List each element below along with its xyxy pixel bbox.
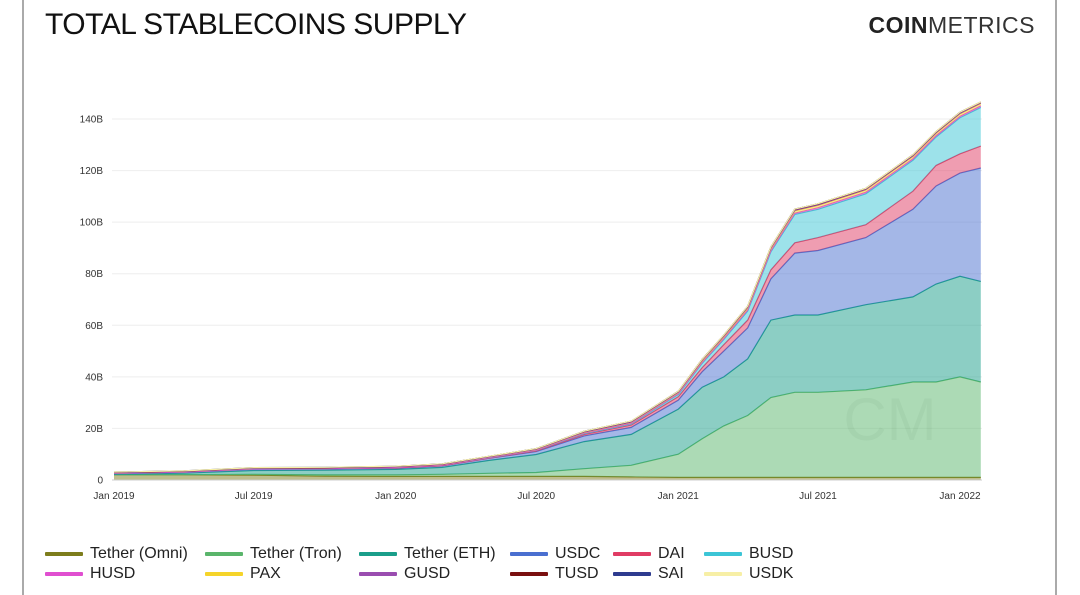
- legend-swatch: [359, 552, 397, 556]
- legend-item[interactable]: Tether (Omni): [45, 545, 205, 563]
- legend-item[interactable]: USDK: [704, 565, 804, 583]
- logo-light: METRICS: [928, 12, 1035, 38]
- x-tick-label: Jan 2021: [658, 491, 700, 502]
- legend-item[interactable]: SAI: [613, 565, 704, 583]
- x-tick-label: Jan 2020: [375, 491, 417, 502]
- legend-label: Tether (Tron): [250, 545, 342, 562]
- area-tether-tron: [114, 376, 981, 478]
- y-tick-label: 100B: [80, 218, 104, 229]
- legend-swatch: [613, 572, 651, 576]
- legend-label: SAI: [658, 565, 684, 582]
- x-tick-label: Jul 2019: [235, 491, 273, 502]
- legend-label: USDK: [749, 565, 794, 582]
- chart-frame: [22, 0, 1057, 595]
- legend-item[interactable]: Tether (Tron): [205, 545, 359, 563]
- legend-swatch: [45, 572, 83, 576]
- legend-swatch: [359, 572, 397, 576]
- legend-swatch: [205, 572, 243, 576]
- legend-item[interactable]: DAI: [613, 545, 704, 563]
- legend-label: HUSD: [90, 565, 136, 582]
- y-tick-label: 20B: [85, 424, 103, 435]
- legend-swatch: [205, 552, 243, 556]
- legend-swatch: [510, 552, 548, 556]
- legend-label: Tether (Omni): [90, 545, 188, 562]
- legend-item[interactable]: PAX: [205, 565, 359, 583]
- legend-swatch: [704, 552, 742, 556]
- legend-swatch: [510, 572, 548, 576]
- legend: Tether (Omni) Tether (Tron) Tether (ETH) US…: [45, 545, 804, 583]
- legend-label: TUSD: [555, 565, 599, 582]
- area-tether-eth: [114, 276, 981, 475]
- legend-item[interactable]: HUSD: [45, 565, 205, 583]
- legend-item[interactable]: TUSD: [510, 565, 613, 583]
- x-tick-label: Jul 2020: [517, 491, 555, 502]
- x-tick-label: Jul 2021: [799, 491, 837, 502]
- line-usdk: [113, 101, 982, 473]
- legend-label: Tether (ETH): [404, 545, 496, 562]
- legend-swatch: [45, 552, 83, 556]
- coinmetrics-logo: COINMETRICS: [869, 12, 1036, 39]
- chart-title: TOTAL STABLECOINS SUPPLY: [45, 8, 467, 41]
- legend-item[interactable]: Tether (ETH): [359, 545, 510, 563]
- logo-bold: COIN: [868, 12, 928, 38]
- legend-item[interactable]: GUSD: [359, 565, 510, 583]
- area-tether-omni: [114, 474, 981, 480]
- y-tick-label: 0: [97, 476, 103, 487]
- y-tick-label: 120B: [80, 166, 104, 177]
- y-tick-label: 140B: [80, 115, 104, 126]
- y-tick-label: 40B: [85, 372, 103, 383]
- legend-item[interactable]: BUSD: [704, 545, 804, 563]
- y-tick-label: 80B: [85, 269, 103, 280]
- x-tick-label: Jan 2019: [93, 491, 135, 502]
- legend-label: PAX: [250, 565, 281, 582]
- legend-label: USDC: [555, 545, 601, 562]
- legend-swatch: [613, 552, 651, 556]
- legend-item[interactable]: USDC: [510, 545, 613, 563]
- y-tick-label: 60B: [85, 321, 103, 332]
- legend-label: DAI: [658, 545, 685, 562]
- legend-swatch: [704, 572, 742, 576]
- x-tick-label: Jan 2022: [939, 491, 981, 502]
- legend-label: BUSD: [749, 545, 794, 562]
- legend-label: GUSD: [404, 565, 451, 582]
